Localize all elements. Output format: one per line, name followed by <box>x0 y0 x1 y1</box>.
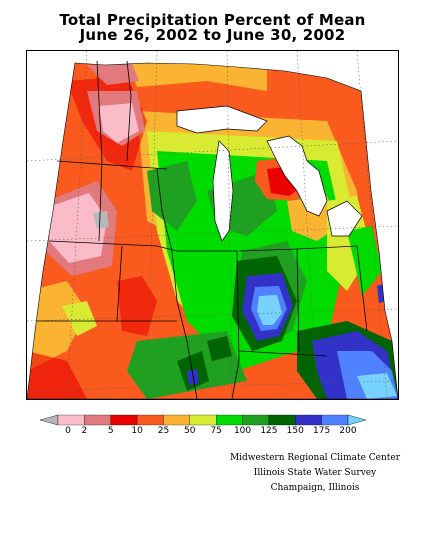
legend-label-10: 10 <box>131 426 143 436</box>
legend-label-25: 25 <box>157 426 170 436</box>
legend-label-175: 175 <box>313 426 331 436</box>
legend-label-125: 125 <box>260 426 278 436</box>
legend-label-100: 100 <box>233 426 252 436</box>
lat-lon-grid <box>27 51 398 399</box>
precipitation-field <box>27 63 398 399</box>
legend-swatch-150 <box>295 414 322 426</box>
legend-color-bar <box>39 414 367 426</box>
precipitation-map <box>26 50 399 400</box>
legend-label-150: 150 <box>286 426 304 436</box>
credit-line-1: Midwestern Regional Climate Center <box>229 453 401 463</box>
legend-label-50: 50 <box>184 426 196 436</box>
legend-swatch-175 <box>321 414 349 426</box>
legend-swatch-above-200 <box>347 414 367 426</box>
credit-line-2: Illinois State Water Survey <box>253 468 377 478</box>
legend-swatch-5 <box>110 414 138 426</box>
legend-swatch-2 <box>84 414 111 426</box>
legend-label-2: 2 <box>81 426 88 436</box>
legend-swatch-0 <box>57 414 85 426</box>
legend-swatch-10 <box>136 414 164 426</box>
legend-swatch-125 <box>268 414 296 426</box>
credit-line-3: Champaign, Illinois <box>270 483 360 493</box>
color-scale-legend: 0 2 5 10 25 50 75 100 125 150 175 200 <box>38 413 368 441</box>
legend-swatch-50 <box>189 414 217 426</box>
legend-swatch-75 <box>216 414 243 426</box>
great-lakes <box>176 105 363 242</box>
map-canvas <box>27 51 398 399</box>
legend-label-200: 200 <box>339 426 357 436</box>
legend-swatch-below-0 <box>39 414 59 426</box>
map-title-line-1: Total Precipitation Percent of Mean <box>59 11 366 29</box>
legend-label-75: 75 <box>210 426 222 436</box>
legend-label-5: 5 <box>107 426 114 436</box>
legend-label-0: 0 <box>65 426 71 436</box>
state-borders <box>37 60 368 399</box>
legend-swatch-25 <box>163 414 190 426</box>
region-outline <box>27 62 398 399</box>
map-title-line-2: June 26, 2002 to June 30, 2002 <box>79 26 346 44</box>
legend-swatch-100 <box>242 414 270 426</box>
